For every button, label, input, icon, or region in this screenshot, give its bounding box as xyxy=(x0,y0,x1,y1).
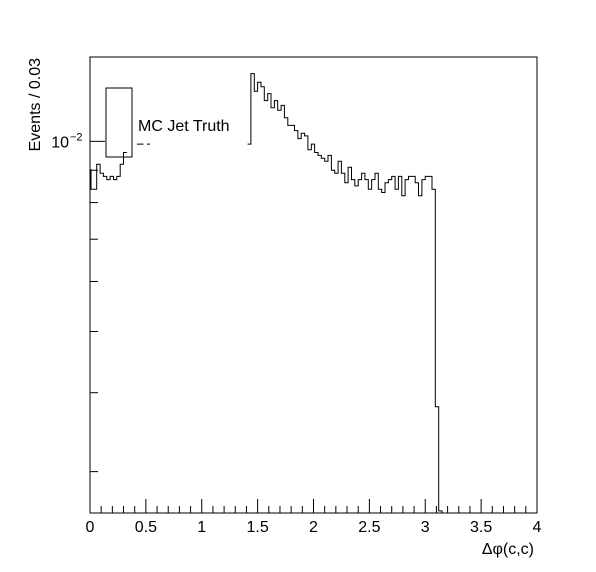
legend-swatch xyxy=(105,87,133,158)
x-tick-label: 4 xyxy=(533,519,542,536)
x-tick-label: 3.5 xyxy=(470,519,492,536)
y-axis-tick-label-group: 10 −2 xyxy=(51,131,82,151)
x-tick-label: 0.5 xyxy=(135,519,157,536)
histogram-series xyxy=(90,73,443,513)
x-tick-label: 0 xyxy=(86,519,95,536)
x-axis-tick-labels: 0 0.5 1 1.5 2 2.5 3 3.5 4 xyxy=(86,519,542,536)
x-tick-label: 2.5 xyxy=(358,519,380,536)
x-tick-label: 1.5 xyxy=(247,519,269,536)
y-tick-label: 10 xyxy=(51,134,69,151)
x-tick-label: 2 xyxy=(309,519,318,536)
x-tick-label: 1 xyxy=(197,519,206,536)
x-axis-ticks xyxy=(89,499,538,513)
y-axis-ticks xyxy=(90,140,105,473)
legend-label: MC Jet Truth xyxy=(138,118,230,135)
histogram-step-line xyxy=(90,73,443,513)
x-axis-title: Δφ(c,c) xyxy=(482,541,534,558)
y-tick-exponent: −2 xyxy=(70,131,83,143)
legend: MC Jet Truth xyxy=(105,87,230,158)
x-tick-label: 3 xyxy=(421,519,430,536)
y-axis-title: Events / 0.03 xyxy=(27,58,44,151)
